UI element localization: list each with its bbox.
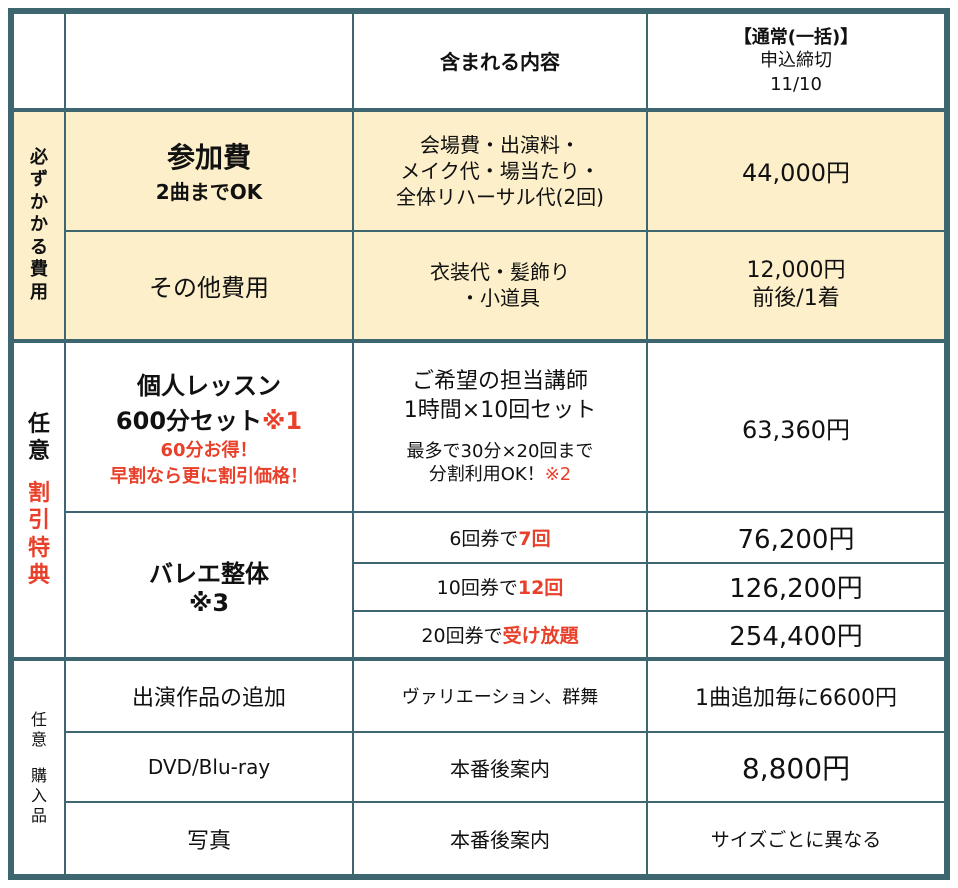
ballet-ticket-1: 6回券で7回: [352, 511, 648, 564]
header-plan: 【通常(一括)】 申込締切 11/10: [646, 12, 946, 111]
ballet-row-1: バレエ整体 ※3 6回券で7回 76,200円: [13, 511, 946, 661]
ballet-ticket-2: 10回券で12回: [352, 561, 648, 613]
purchase-item-price-3: サイズごとに異なる: [646, 801, 946, 876]
optional-purchase-label: 任 意 購 入 品: [12, 657, 66, 876]
ballet-name: バレエ整体 ※3: [64, 511, 354, 661]
lesson-contents: ご希望の担当講師 1時間×10回セット 最多で30分×20回まで 分割利用OK！…: [352, 339, 648, 514]
ballet-row-2: 10回券で12回 126,200円: [13, 561, 946, 613]
purchase-item-price-2: 8,800円: [646, 730, 946, 804]
participation-fee-title: 参加費: [166, 141, 251, 175]
other-costs-row: その他費用 衣装代・髪飾り ・小道具 12,000円 前後/1着: [13, 229, 946, 343]
purchase-item-name-1: 出演作品の追加: [64, 657, 354, 733]
purchase-item-contents-3: 本番後案内: [352, 801, 648, 876]
purchase-row-2: DVD/Blu-ray 本番後案内 8,800円: [13, 730, 946, 804]
ballet-ticket-1-price: 76,200円: [646, 511, 946, 564]
other-costs-name: その他費用: [64, 229, 354, 343]
purchase-row-1: 任 意 購 入 品 出演作品の追加 ヴァリエーション、群舞 1曲追加毎に6600…: [12, 657, 946, 876]
header-empty-name: [64, 12, 354, 111]
lesson-row: 任 意 割 引 特 典 個人レッスン 600分セット※1 60分お得！ 早割なら…: [12, 339, 946, 661]
purchase-row-3: 写真 本番後案内 サイズごとに異なる: [13, 801, 946, 876]
ballet-row-3: 20回券で受け放題 254,400円: [13, 610, 946, 661]
purchase-item-name-2: DVD/Blu-ray: [64, 730, 354, 804]
participation-fee-contents: 会場費・出演料・ メイク代・場当たり・ 全体リハーサル代(2回): [352, 107, 648, 232]
purchase-item-name-3: 写真: [64, 801, 354, 876]
header-plan-title: 【通常(一括)】: [733, 26, 859, 48]
required-costs-label: 必 ず か か る 費 用: [12, 107, 66, 343]
lesson-price: 63,360円: [646, 339, 946, 514]
ballet-ticket-2-price: 126,200円: [646, 561, 946, 613]
ballet-ticket-3-price: 254,400円: [646, 610, 946, 661]
header-plan-deadline: 11/10: [770, 73, 822, 95]
other-costs-price: 12,000円 前後/1着: [646, 229, 946, 343]
participation-fee-price: 44,000円: [646, 107, 946, 232]
required-fee-row: 必 ず か か る 費 用 参加費 2曲までOK 会場費・出演料・ メイク代・場…: [12, 107, 946, 343]
header-row: 含まれる内容 【通常(一括)】 申込締切 11/10: [12, 12, 946, 111]
lesson-name: 個人レッスン 600分セット※1 60分お得！ 早割なら更に割引価格！: [64, 339, 354, 514]
header-contents: 含まれる内容: [352, 12, 648, 111]
pricing-table-frame: 含まれる内容 【通常(一括)】 申込締切 11/10 必 ず か か る 費 用…: [8, 8, 950, 880]
participation-fee-sub: 2曲までOK: [155, 180, 263, 205]
header-empty-corner: [12, 12, 66, 111]
purchase-item-price-1: 1曲追加毎に6600円: [646, 657, 946, 733]
participation-fee-name: 参加費 2曲までOK: [64, 107, 354, 232]
purchase-item-contents-2: 本番後案内: [352, 730, 648, 804]
ballet-ticket-3: 20回券で受け放題: [352, 610, 648, 661]
optional-discount-label: 任 意 割 引 特 典: [12, 339, 66, 661]
purchase-item-contents-1: ヴァリエーション、群舞: [352, 657, 648, 733]
other-costs-contents: 衣装代・髪飾り ・小道具: [352, 229, 648, 343]
header-plan-deadline-label: 申込締切: [760, 50, 832, 72]
pricing-table: 含まれる内容 【通常(一括)】 申込締切 11/10 必 ず か か る 費 用…: [12, 12, 946, 876]
